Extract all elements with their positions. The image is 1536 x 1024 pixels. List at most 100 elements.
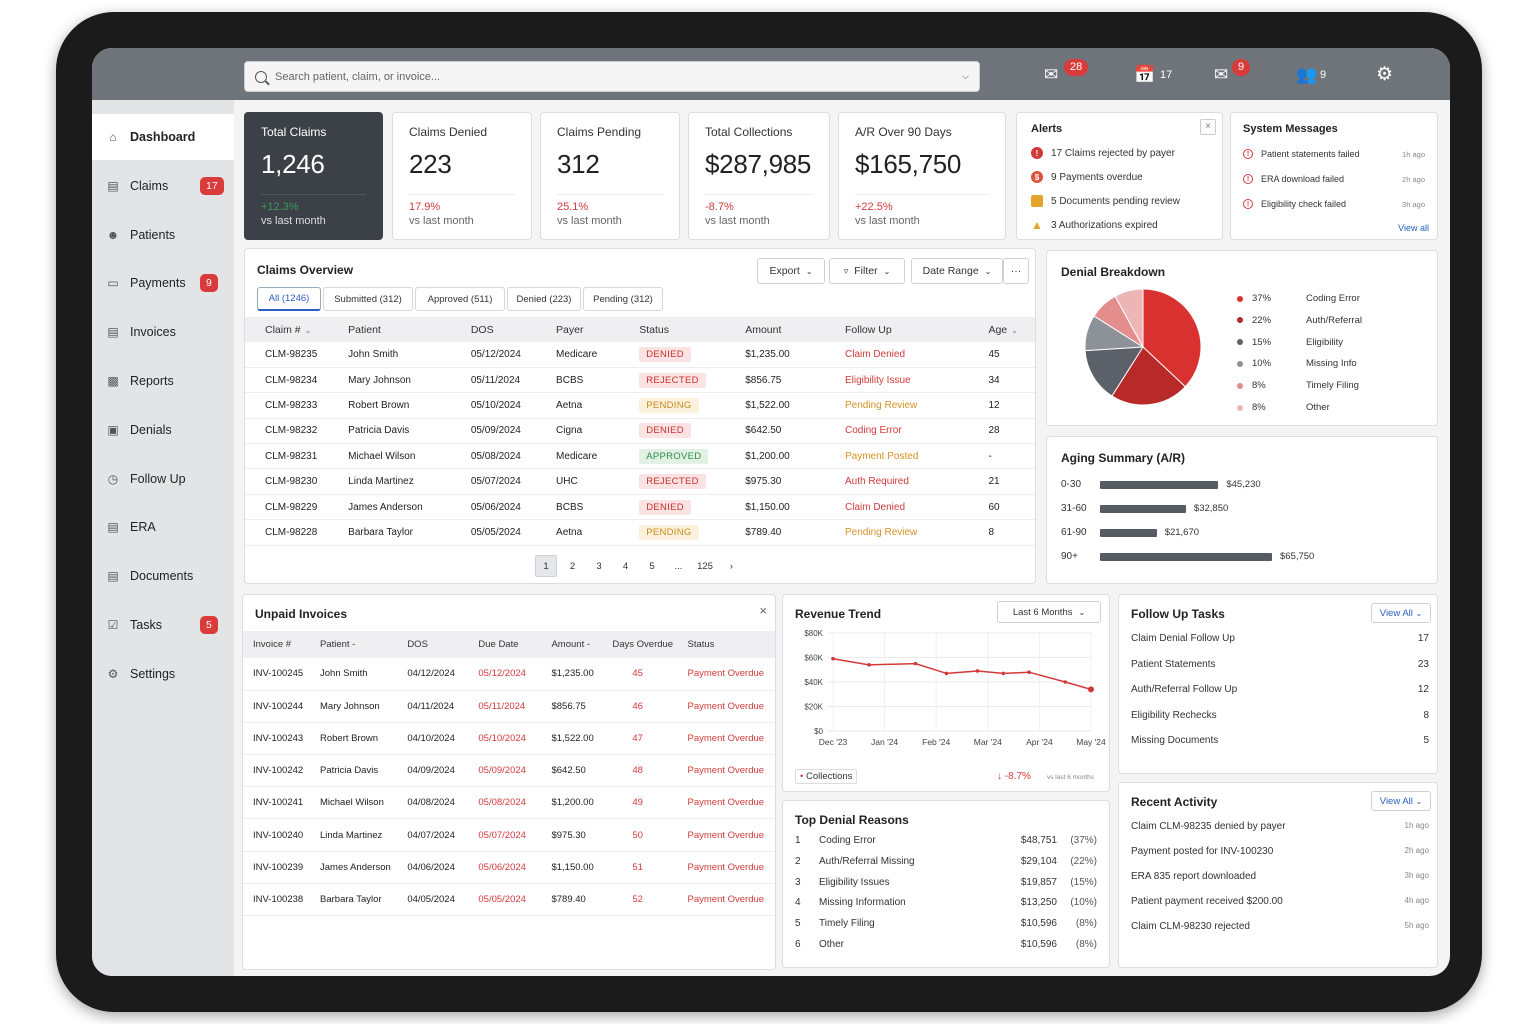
sidebar-item-claims[interactable]: ▤ Claims 17 (92, 163, 234, 209)
column-header[interactable]: Status (677, 631, 775, 658)
legend-item[interactable]: 15% Eligibility (1237, 337, 1343, 348)
activity-item[interactable]: Claim CLM-98235 denied by payer 1h ago (1131, 821, 1429, 832)
activity-item[interactable]: Patient payment received $200.00 4h ago (1131, 896, 1429, 907)
alert-item[interactable]: $9 Payments overdue (1031, 171, 1143, 183)
table-cell[interactable]: INV-100243 (243, 722, 310, 756)
alert-item[interactable]: 5 Documents pending review (1031, 195, 1180, 207)
calendar-icon[interactable]: 📅 (1134, 65, 1156, 84)
table-cell[interactable]: INV-100238 (243, 883, 310, 917)
column-header[interactable]: Claim # ⌄ (245, 317, 329, 342)
column-header[interactable]: Amount (725, 317, 825, 342)
table-cell[interactable]: INV-100240 (243, 818, 310, 852)
data-point[interactable] (1088, 686, 1094, 693)
sidebar-item-patients[interactable]: ☻ Patients (92, 212, 234, 258)
collections-legend[interactable]: • Collections (795, 769, 858, 784)
table-cell[interactable]: INV-100244 (243, 690, 310, 723)
pie-slice-coding-error[interactable] (1142, 288, 1202, 388)
table-row[interactable]: CLM-98234 Mary Johnson 05/11/2024 BCBS REJEC… (245, 367, 1035, 394)
more-button[interactable]: ··· (1003, 258, 1029, 284)
alert-item[interactable]: ▲ 3 Authorizations expired (1031, 218, 1158, 232)
legend-item[interactable]: 8% Timely Filing (1237, 380, 1359, 391)
messages-icon[interactable]: ✉ (1214, 65, 1229, 84)
column-header[interactable]: DOS (397, 631, 469, 658)
sidebar-item-settings[interactable]: ⚙ Settings (92, 651, 234, 697)
page-button[interactable]: 2 (569, 560, 576, 572)
table-row[interactable]: INV-100241 Michael Wilson 04/08/2024 05/08/… (243, 786, 775, 820)
table-cell[interactable]: INV-100245 (243, 658, 310, 691)
column-header[interactable]: Payer (536, 317, 620, 342)
column-header[interactable]: Status (619, 317, 726, 342)
column-header[interactable]: Days Overdue (602, 631, 678, 658)
recent-view-all-button[interactable]: View All ⌄ (1371, 791, 1431, 811)
table-cell[interactable]: CLM-98231 (245, 443, 329, 470)
kpi-card[interactable]: Claims Pending 312 25.1% vs last month (540, 112, 680, 240)
table-cell[interactable]: INV-100242 (243, 754, 310, 788)
table-row[interactable]: INV-100238 Barbara Taylor 04/05/2024 05/05/… (243, 883, 775, 917)
page-button[interactable]: 125 (697, 560, 713, 572)
pie-slice-auth-referral[interactable] (1111, 346, 1186, 406)
data-point[interactable] (867, 663, 871, 667)
legend-item[interactable]: 22% Auth/Referral (1237, 315, 1362, 326)
legend-item[interactable]: 10% Missing Info (1237, 358, 1357, 369)
aging-row[interactable]: 0-30 $45,230 (1061, 479, 1261, 490)
data-point[interactable] (1001, 671, 1006, 676)
collections-line[interactable] (832, 657, 1092, 691)
denial-reason-row[interactable]: 4 Missing Information $13,250 (10%) (795, 897, 1097, 908)
filter-button[interactable]: ▿ Filter ⌄ (829, 258, 905, 284)
table-row[interactable]: INV-100242 Patricia Davis 04/09/2024 05/09/… (243, 754, 775, 788)
table-row[interactable]: CLM-98233 Robert Brown 05/10/2024 Aetna PEND… (245, 392, 1035, 419)
sidebar-item-invoices[interactable]: ▤ Invoices (92, 309, 234, 355)
table-row[interactable]: INV-100244 Mary Johnson 04/11/2024 05/11/20… (243, 690, 775, 723)
kpi-card[interactable]: Total Collections $287,985 -8.7% vs last mo… (688, 112, 830, 240)
tab-all[interactable]: All (1246) (257, 287, 321, 311)
tab-pending[interactable]: Pending (312) (583, 287, 663, 311)
aging-row[interactable]: 31-60 $32,850 (1061, 503, 1228, 514)
sidebar-item-denials[interactable]: ▣ Denials (92, 407, 234, 453)
table-cell[interactable]: CLM-98228 (245, 519, 329, 546)
table-row[interactable]: CLM-98229 James Anderson 05/06/2024 BCBS DEN… (245, 494, 1035, 521)
follow-up-task[interactable]: Missing Documents 5 (1131, 735, 1429, 746)
follow-up-view-all-button[interactable]: View All ⌄ (1371, 603, 1431, 623)
table-cell[interactable]: CLM-98233 (245, 392, 329, 419)
page-button[interactable]: 4 (622, 560, 629, 572)
table-row[interactable]: INV-100243 Robert Brown 04/10/2024 05/10/20… (243, 722, 775, 756)
sidebar-item-documents[interactable]: ▤ Documents (92, 553, 234, 599)
data-point[interactable] (1027, 670, 1031, 674)
follow-up-task[interactable]: Eligibility Rechecks 8 (1131, 710, 1429, 721)
table-row[interactable]: CLM-98232 Patricia Davis 05/09/2024 Cigna DE… (245, 418, 1035, 445)
table-cell[interactable]: CLM-98229 (245, 494, 329, 521)
search-input[interactable]: Search patient, claim, or invoice... ⌵ (244, 61, 980, 92)
column-header[interactable]: Invoice # (243, 631, 310, 658)
page-button[interactable]: 5 (649, 560, 655, 572)
table-row[interactable]: CLM-98231 Michael Wilson 05/08/2024 Medicar… (245, 443, 1035, 470)
sidebar-item-follow-up[interactable]: ◷ Follow Up (92, 456, 234, 502)
page-button[interactable]: ... (674, 560, 683, 572)
denial-reason-row[interactable]: 1 Coding Error $48,751 (37%) (795, 835, 1097, 846)
close-icon[interactable]: × (1200, 119, 1216, 135)
range-select[interactable]: Last 6 Months ⌄ (997, 601, 1101, 623)
tab-denied[interactable]: Denied (223) (507, 287, 581, 311)
table-cell[interactable]: CLM-98230 (245, 468, 329, 495)
view-all-link[interactable]: View all (1398, 223, 1429, 233)
data-point[interactable] (975, 669, 980, 673)
pie-slice-eligibility[interactable] (1084, 346, 1144, 397)
column-header[interactable]: Age ⌄ (968, 317, 1035, 342)
data-point[interactable] (831, 656, 835, 661)
date-range-button[interactable]: Date Range ⌄ (911, 258, 1003, 284)
data-point[interactable] (1063, 680, 1067, 684)
tab-submitted[interactable]: Submitted (312) (323, 287, 413, 311)
table-row[interactable]: INV-100239 James Anderson 04/06/2024 05/06/… (243, 851, 775, 884)
tab-approved[interactable]: Approved (511) (415, 287, 505, 311)
close-icon[interactable]: × (759, 603, 767, 618)
legend-item[interactable]: 37% Coding Error (1237, 293, 1360, 304)
activity-item[interactable]: ERA 835 report downloaded 3h ago (1131, 871, 1429, 882)
denial-reason-row[interactable]: 5 Timely Filing $10,596 (8%) (795, 918, 1097, 929)
system-message[interactable]: ! Eligibility check failed 3h ago (1243, 199, 1425, 209)
table-cell[interactable]: INV-100239 (243, 851, 310, 884)
column-header[interactable]: DOS (450, 317, 537, 342)
pie-slice-other[interactable] (1114, 288, 1144, 348)
kpi-card[interactable]: Total Claims 1,246 +12.3% vs last month (244, 112, 383, 240)
column-header[interactable]: Amount - (541, 631, 603, 658)
aging-row[interactable]: 90+ $65,750 (1061, 551, 1314, 562)
table-cell[interactable]: CLM-98234 (245, 367, 329, 394)
